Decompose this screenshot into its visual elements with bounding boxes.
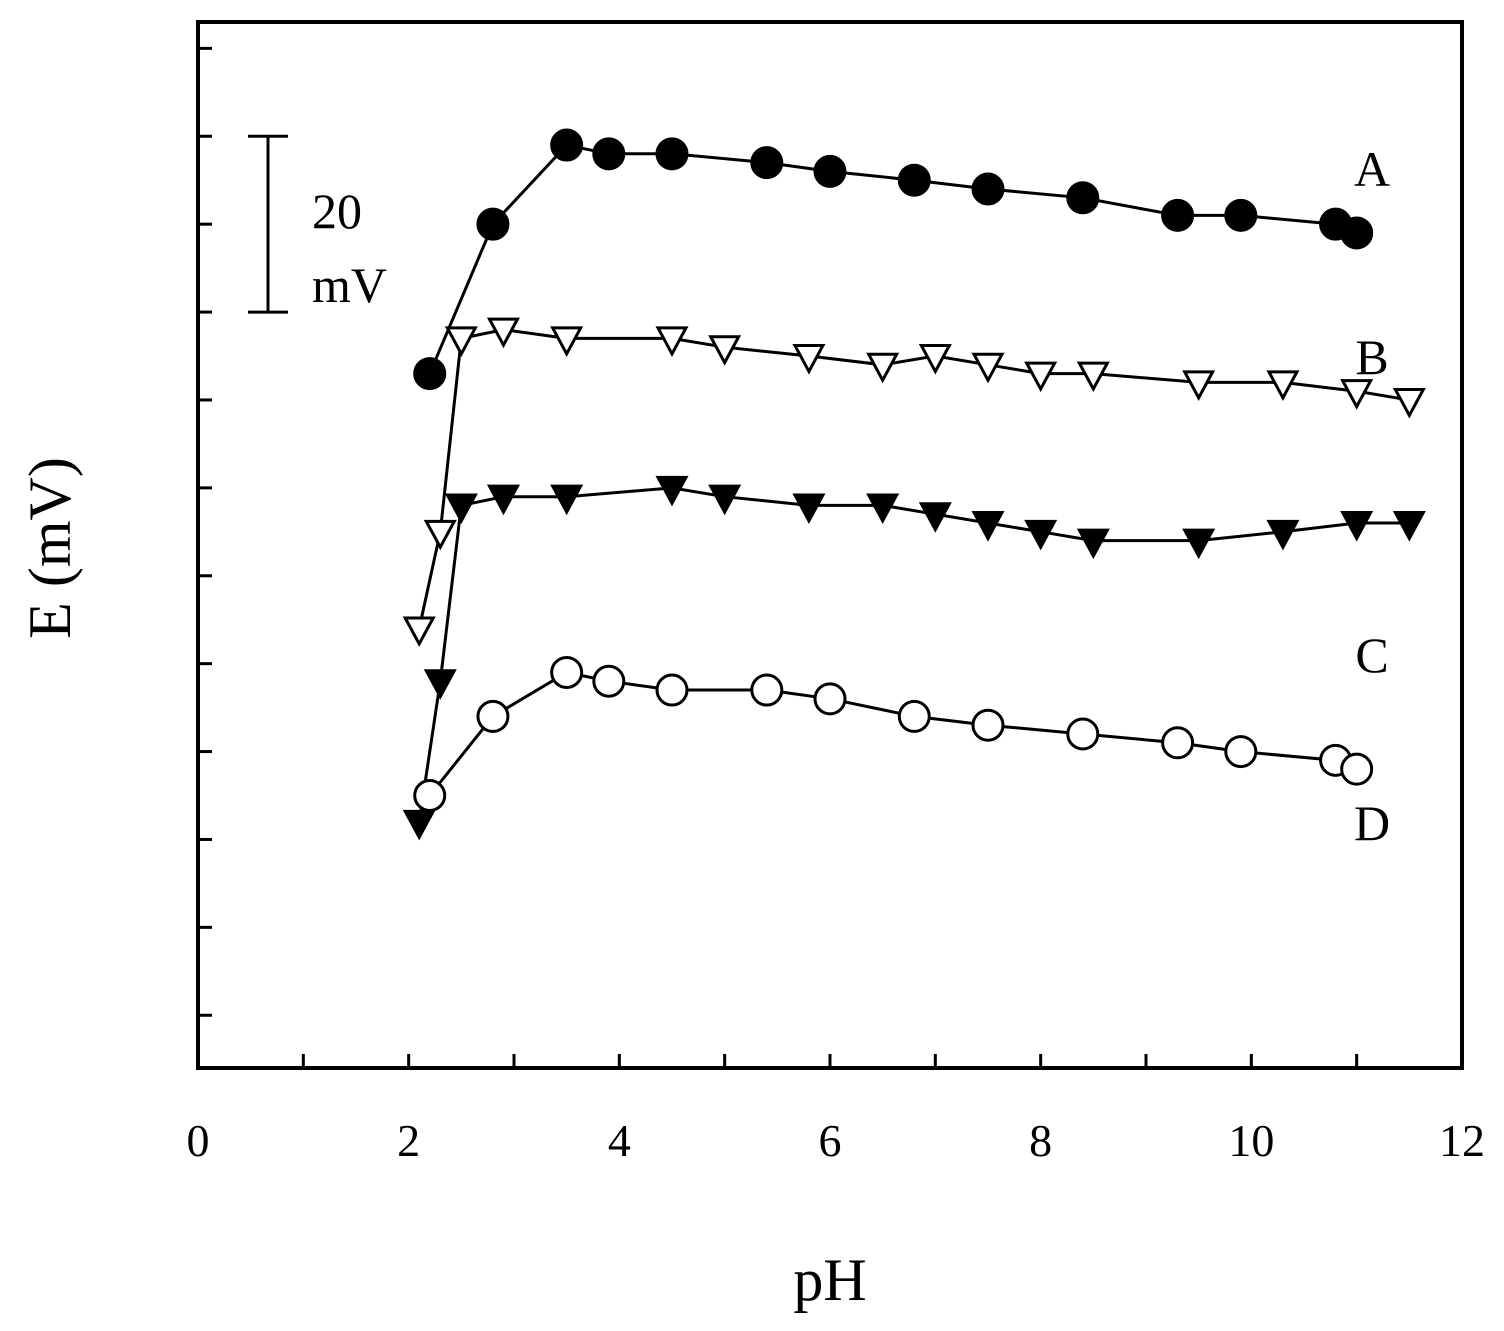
series-c-point xyxy=(918,502,952,533)
series-b-point xyxy=(444,326,478,357)
series-d-line xyxy=(428,670,1358,797)
series-b-point xyxy=(971,352,1005,384)
series-b-point xyxy=(1182,370,1216,401)
scale-bar-unit-label: mV xyxy=(312,257,387,313)
series-c-point xyxy=(1024,519,1058,551)
series-c-point xyxy=(486,484,520,516)
series-b-point xyxy=(918,344,952,375)
series-a-point xyxy=(550,128,584,162)
series-b-point xyxy=(550,326,584,357)
series-c-point xyxy=(402,809,436,841)
series-c-point xyxy=(1182,528,1216,560)
x-tick-label: 8 xyxy=(1029,1115,1052,1166)
series-b-point xyxy=(655,326,689,357)
series-c-point xyxy=(866,493,900,524)
series-b-point xyxy=(1024,361,1058,393)
series-c-point xyxy=(708,484,742,516)
series-c-label: C xyxy=(1355,627,1388,683)
series-a-point xyxy=(655,137,689,171)
series-a-point xyxy=(1340,216,1374,250)
series-c-line xyxy=(417,486,1410,823)
series-labels: A B C D xyxy=(1354,141,1390,851)
series-d-point xyxy=(750,673,784,707)
series-d-point xyxy=(413,779,447,813)
series-b-point xyxy=(402,616,436,648)
series-a-point xyxy=(592,137,626,171)
series-a-point xyxy=(1066,181,1100,215)
x-tick-label: 6 xyxy=(819,1115,842,1166)
scale-bar: 20 mV xyxy=(248,134,387,314)
series-b-point xyxy=(866,352,900,384)
series-b-line xyxy=(417,328,1410,629)
series-b-point xyxy=(486,317,520,349)
series-b-point xyxy=(1266,370,1300,401)
series-d-point xyxy=(1340,752,1374,786)
series-c-point xyxy=(444,493,478,524)
series-d-point xyxy=(655,673,689,707)
series-a-label: A xyxy=(1354,141,1390,197)
x-axis-title: pH xyxy=(793,1247,866,1313)
series-d-point xyxy=(550,655,584,689)
series-c-point xyxy=(1340,511,1374,542)
series-b-point xyxy=(792,344,826,375)
series-d-point xyxy=(1224,735,1258,769)
series-c-point xyxy=(655,475,689,507)
series-d-point xyxy=(1066,717,1100,751)
x-tick-label: 0 xyxy=(187,1115,210,1166)
x-tick-label: 10 xyxy=(1228,1115,1274,1166)
x-tick-label: 12 xyxy=(1439,1115,1485,1166)
scale-bar-value-label: 20 xyxy=(312,183,362,239)
x-tick-label: 4 xyxy=(608,1115,631,1166)
series-c-point xyxy=(1392,511,1426,542)
series-c-point xyxy=(550,484,584,516)
series-d-point xyxy=(971,708,1005,742)
series-b-label: B xyxy=(1355,329,1388,385)
series-d-point xyxy=(476,699,510,733)
series-a-point xyxy=(750,146,784,180)
series-a-point xyxy=(813,154,847,188)
series-b-point xyxy=(1340,379,1374,410)
series-b-point xyxy=(423,519,457,551)
series-markers xyxy=(402,128,1426,841)
series-d-label: D xyxy=(1354,795,1390,851)
x-tick-label: 2 xyxy=(397,1115,420,1166)
series-b-point xyxy=(708,335,742,366)
series-d-point xyxy=(1161,726,1195,760)
y-axis-title: E (mV) xyxy=(17,457,83,639)
series-b-point xyxy=(1392,387,1426,419)
series-d-point xyxy=(813,682,847,716)
series-d-point xyxy=(897,699,931,733)
series-a-point xyxy=(971,172,1005,206)
series-c-point xyxy=(1266,519,1300,551)
x-axis-tick-labels: 0 2 4 6 8 10 12 xyxy=(187,1115,1486,1166)
series-a-point xyxy=(413,357,447,391)
series-a-point xyxy=(1161,198,1195,232)
series-c-point xyxy=(971,511,1005,542)
series-a-point xyxy=(1224,198,1258,232)
series-a-point xyxy=(476,207,510,241)
series-c-point xyxy=(423,669,457,700)
series-b-point xyxy=(1076,361,1110,393)
series-d-point xyxy=(592,664,626,698)
y-axis-ticks xyxy=(198,46,212,1017)
series-c-point xyxy=(1076,528,1110,560)
x-axis-ticks xyxy=(301,1054,1359,1068)
series-c-point xyxy=(792,493,826,524)
series-a-point xyxy=(897,163,931,197)
